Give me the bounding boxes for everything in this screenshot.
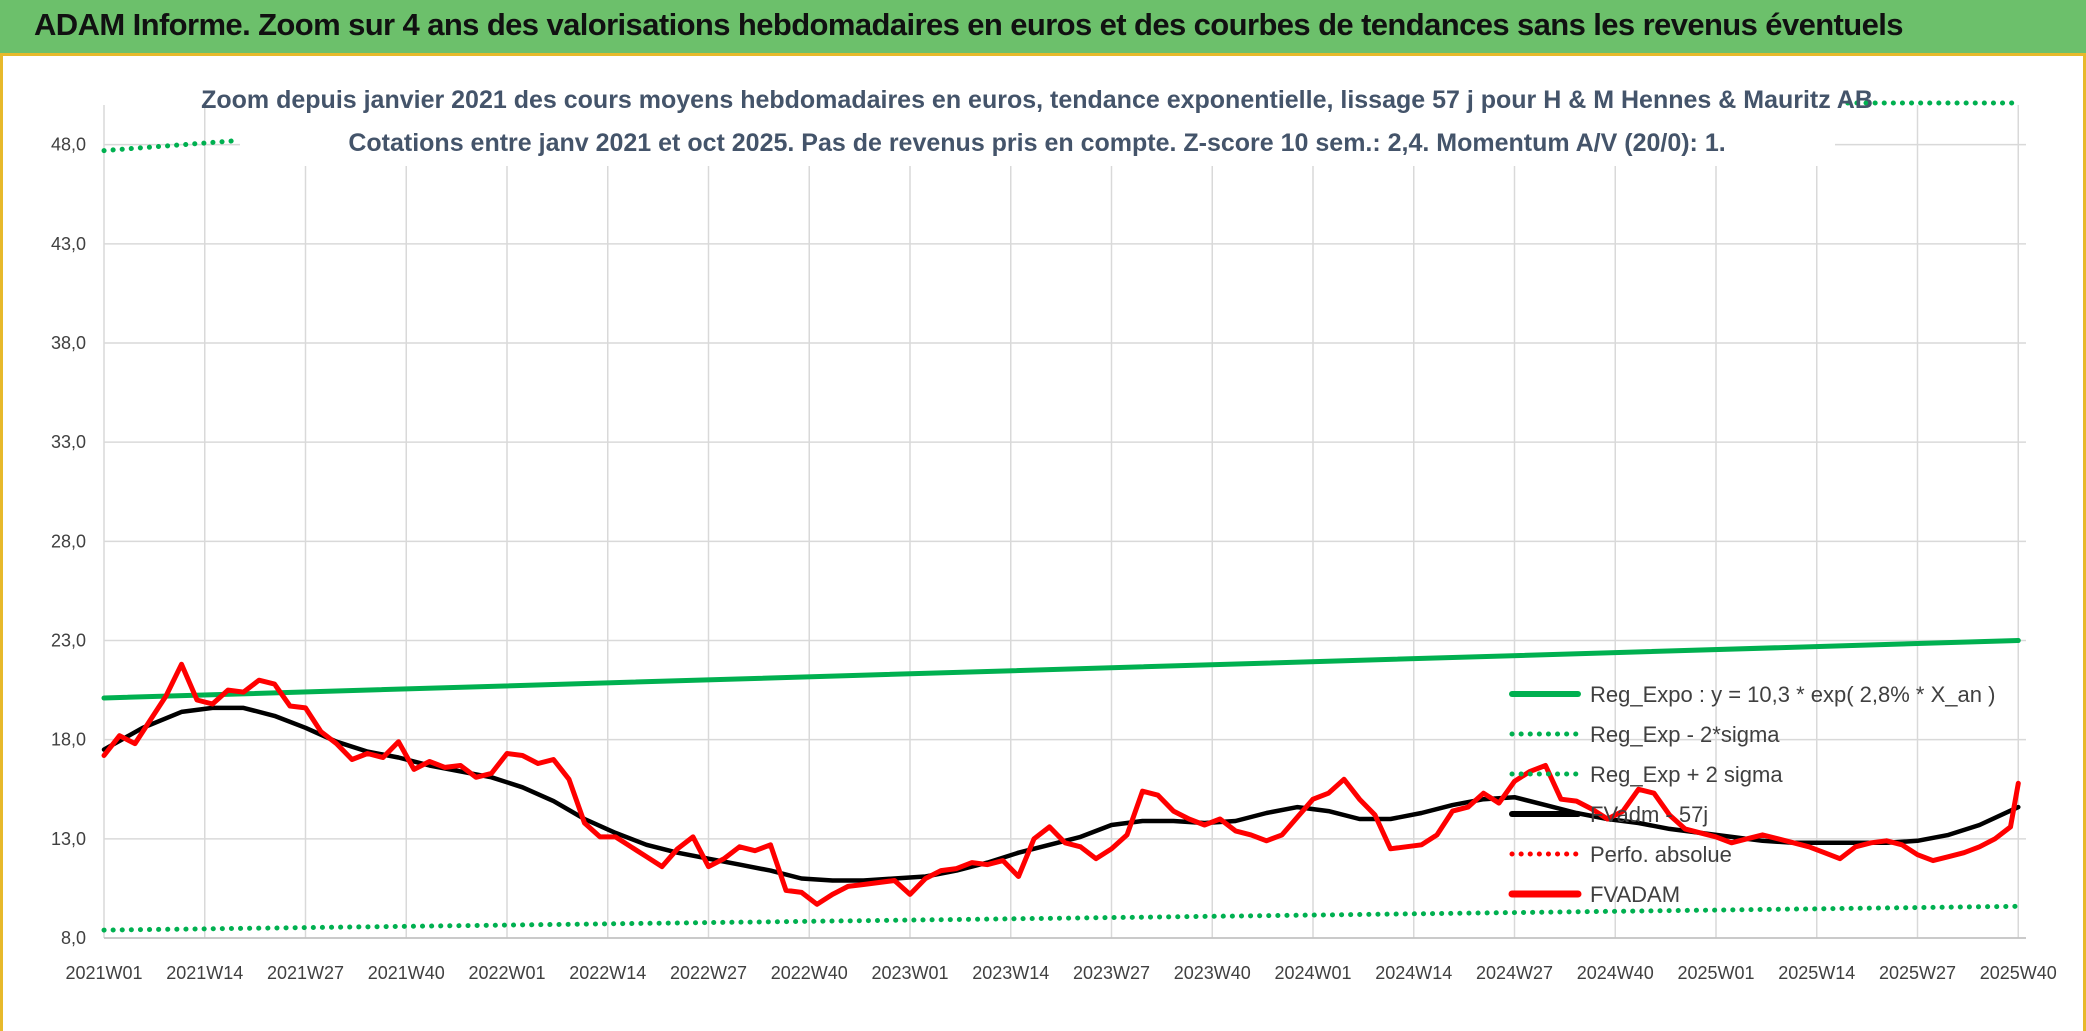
x-tick-label: 2022W40 xyxy=(771,963,848,983)
x-tick-label: 2022W01 xyxy=(468,963,545,983)
x-tick-label: 2025W27 xyxy=(1879,963,1956,983)
report-banner: ADAM Informe. Zoom sur 4 ans des valoris… xyxy=(0,0,2086,56)
legend-label: FVadm - 57j xyxy=(1590,802,1708,827)
x-tick-label: 2025W14 xyxy=(1778,963,1855,983)
series-line xyxy=(101,638,2021,701)
series-line xyxy=(101,903,2021,933)
report-title: ADAM Informe. Zoom sur 4 ans des valoris… xyxy=(34,7,1904,42)
series-line xyxy=(101,138,239,154)
chart-frame xyxy=(0,56,2086,1031)
x-tick-label: 2024W14 xyxy=(1375,963,1452,983)
x-tick-label: 2021W40 xyxy=(368,963,445,983)
y-axis-ticks: 8,0 13,0 18,0 23,0 28,0 33,0 38,0 43,0 48,0 xyxy=(51,135,86,948)
grid-lines xyxy=(103,105,2026,939)
y-tick-label: 18,0 xyxy=(51,730,86,750)
x-tick-label: 2023W40 xyxy=(1174,963,1251,983)
title-background xyxy=(240,74,1835,166)
legend-label: Reg_Exp - 2*sigma xyxy=(1590,722,1780,747)
x-tick-label: 2024W40 xyxy=(1577,963,1654,983)
y-tick-label: 28,0 xyxy=(51,531,86,551)
y-tick-label: 38,0 xyxy=(51,333,86,353)
legend-label: Reg_Exp + 2 sigma xyxy=(1590,762,1783,787)
series-line xyxy=(101,661,2021,907)
x-tick-label: 2023W14 xyxy=(972,963,1049,983)
x-tick-label: 2023W01 xyxy=(871,963,948,983)
x-tick-label: 2022W27 xyxy=(670,963,747,983)
x-tick-label: 2024W01 xyxy=(1274,963,1351,983)
x-tick-label: 2025W40 xyxy=(1980,963,2057,983)
legend-label: Reg_Expo : y = 10,3 * exp( 2,8% * X_an ) xyxy=(1590,682,1995,707)
legend: Reg_Expo : y = 10,3 * exp( 2,8% * X_an )… xyxy=(1508,682,1995,907)
y-tick-label: 48,0 xyxy=(51,135,86,155)
y-tick-label: 13,0 xyxy=(51,829,86,849)
chart-subtitle: Cotations entre janv 2021 et oct 2025. P… xyxy=(348,129,1725,157)
y-tick-label: 43,0 xyxy=(51,234,86,254)
y-tick-label: 8,0 xyxy=(61,928,86,948)
x-tick-label: 2021W14 xyxy=(166,963,243,983)
x-tick-label: 2024W27 xyxy=(1476,963,1553,983)
y-tick-label: 23,0 xyxy=(51,631,86,651)
x-axis-ticks: 2021W01 2021W14 2021W27 2021W40 2022W01 2022W… xyxy=(65,963,2056,983)
chart-title: Zoom depuis janvier 2021 des cours moyen… xyxy=(201,86,1873,114)
x-tick-label: 2022W14 xyxy=(569,963,646,983)
x-tick-label: 2025W01 xyxy=(1677,963,1754,983)
y-tick-label: 33,0 xyxy=(51,432,86,452)
x-tick-label: 2021W27 xyxy=(267,963,344,983)
x-tick-label: 2021W01 xyxy=(65,963,142,983)
series-layer xyxy=(101,100,2021,933)
x-tick-label: 2023W27 xyxy=(1073,963,1150,983)
legend-label: Perfo. absolue xyxy=(1590,842,1732,867)
legend-label: FVADAM xyxy=(1590,882,1680,907)
